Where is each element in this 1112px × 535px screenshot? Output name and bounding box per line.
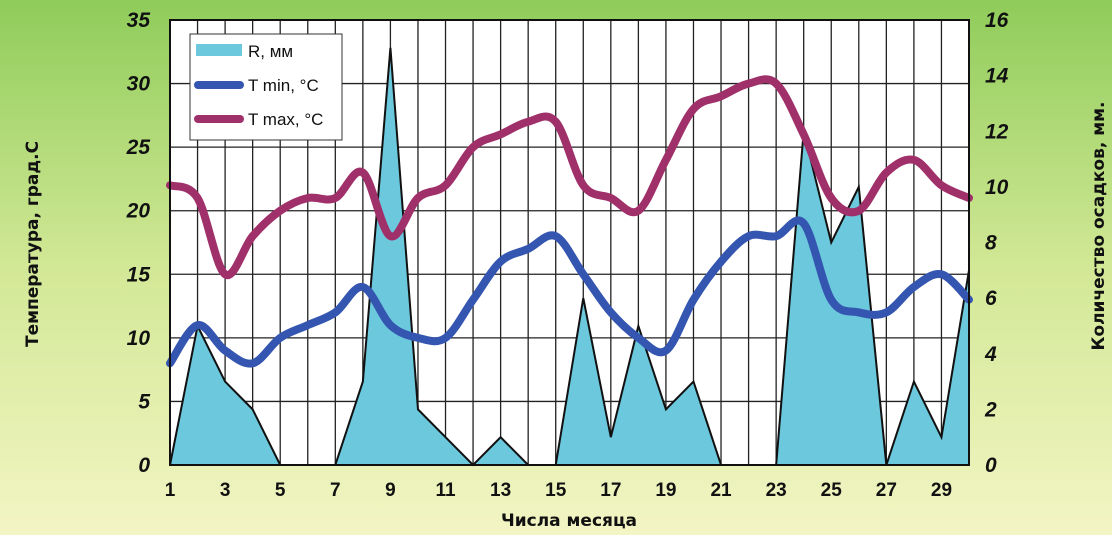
precipitation-area-fill — [170, 47, 969, 465]
legend-label-tmin: T min, °C — [248, 76, 319, 95]
x-tick-label: 3 — [220, 480, 231, 501]
y-right-tick-label: 16 — [985, 9, 1009, 32]
y-right-tick-label: 10 — [985, 176, 1009, 199]
y-left-tick-label: 25 — [126, 136, 151, 159]
x-tick-label: 19 — [655, 480, 676, 501]
y-left-tick-label: 10 — [127, 327, 151, 350]
x-axis-title: Числа месяца — [501, 511, 637, 531]
plot-frame — [169, 19, 970, 466]
y-right-tick-label: 6 — [985, 287, 997, 310]
y-right-tick-label: 2 — [984, 398, 997, 421]
y-right-tick-label: 8 — [985, 232, 997, 255]
y-left-tick-label: 0 — [138, 454, 150, 477]
y-axis-right-title: Количество осадков, мм. — [1089, 102, 1109, 351]
y-right-tick-label: 12 — [985, 120, 1009, 143]
x-tick-label: 29 — [931, 480, 952, 501]
x-tick-label: 1 — [165, 480, 176, 501]
legend: R, мм T min, °C T max, °C — [189, 33, 343, 141]
x-tick-label: 17 — [600, 480, 621, 501]
x-tick-label: 13 — [490, 480, 511, 501]
x-tick-label: 15 — [545, 480, 567, 501]
tmax-line — [166, 75, 973, 279]
legend-label-precipitation: R, мм — [248, 42, 293, 61]
y-left-tick-label: 35 — [127, 9, 151, 32]
tmin-line — [166, 216, 973, 368]
legend-swatch-precipitation — [196, 44, 242, 56]
x-tick-label: 21 — [710, 480, 732, 501]
y-left-tick-label: 20 — [126, 200, 151, 223]
x-tick-label: 27 — [876, 480, 897, 501]
y-right-tick-label: 4 — [984, 343, 997, 366]
y-right-tick-label: 14 — [985, 65, 1009, 88]
x-tick-label: 11 — [435, 480, 456, 501]
x-tick-label: 23 — [766, 480, 787, 501]
x-tick-label: 5 — [275, 480, 286, 501]
y-left-tick-label: 30 — [127, 73, 151, 96]
x-tick-label: 7 — [330, 480, 341, 501]
x-tick-label: 9 — [385, 480, 396, 501]
x-tick-label: 25 — [821, 480, 843, 501]
legend-label-tmax: T max, °C — [248, 110, 323, 129]
y-left-tick-label: 15 — [127, 263, 151, 286]
y-right-tick-label: 0 — [985, 454, 997, 477]
temperature-lines — [166, 75, 973, 368]
y-left-tick-label: 5 — [138, 390, 150, 413]
y-axis-left-title: Температура, град.С — [23, 141, 43, 347]
